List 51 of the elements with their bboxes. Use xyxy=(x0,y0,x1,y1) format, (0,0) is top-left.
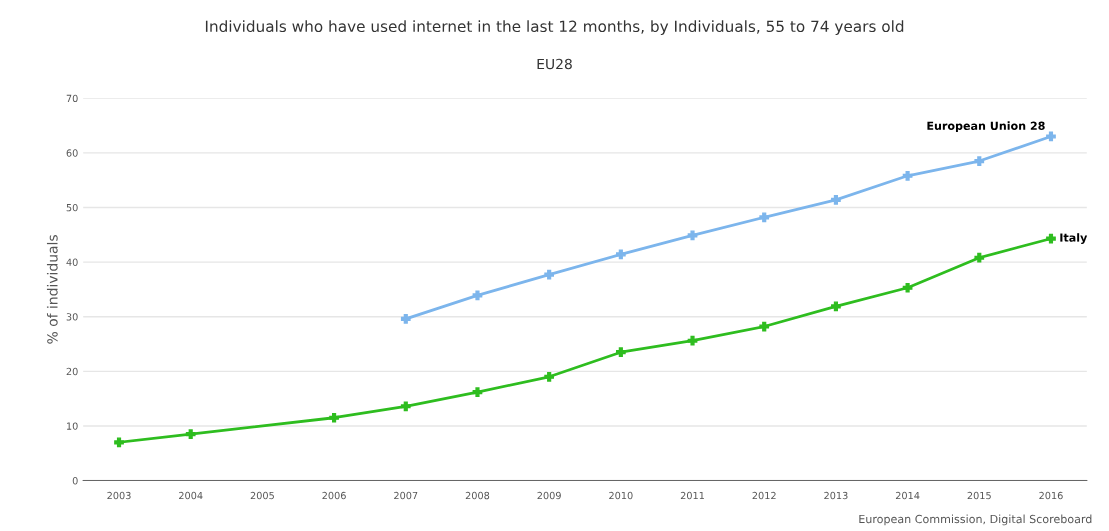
point xyxy=(902,170,913,181)
series-label: European Union 28 xyxy=(927,121,1045,133)
x-tick-label: 2005 xyxy=(250,491,274,500)
x-tick-label: 2007 xyxy=(394,491,418,500)
point xyxy=(687,230,698,241)
point xyxy=(400,314,411,324)
x-tick-label: 2012 xyxy=(752,491,776,500)
point xyxy=(544,371,555,382)
point xyxy=(759,321,770,332)
y-tick-label: 30 xyxy=(66,313,78,321)
x-tick-label: 2006 xyxy=(322,491,346,500)
text: European Commission, Digital Scoreboard xyxy=(859,514,1092,526)
point xyxy=(615,249,626,260)
y-tick-label: 70 xyxy=(66,94,78,103)
point xyxy=(544,269,555,280)
point xyxy=(400,401,411,412)
point xyxy=(329,412,339,423)
x-tick-label: 2013 xyxy=(824,491,848,500)
point xyxy=(831,194,841,205)
y-tick-label: 50 xyxy=(66,203,78,212)
x-tick-label: 2008 xyxy=(465,491,490,500)
x-tick-label: 2009 xyxy=(537,491,561,500)
point xyxy=(759,212,770,223)
chart-title: Individuals who have used internet in the last 12 months, by Individuals, 55 to 74 years old xyxy=(205,20,904,36)
point xyxy=(1046,131,1056,142)
chart-subtitle: EU28 xyxy=(537,58,572,70)
x-tick-label: 2004 xyxy=(179,491,203,500)
point xyxy=(472,290,483,301)
x-tick-label: 2014 xyxy=(895,491,920,500)
point xyxy=(687,335,698,346)
y-tick-label: 40 xyxy=(66,258,78,266)
y-axis-title: % of individuals xyxy=(46,235,58,344)
point xyxy=(114,437,124,448)
x-tick-label: 2011 xyxy=(680,491,704,500)
y-tick-label: 20 xyxy=(66,367,78,376)
point xyxy=(185,429,196,439)
x-tick-label: 2015 xyxy=(967,491,991,500)
point xyxy=(472,387,483,397)
point xyxy=(974,156,985,166)
y-tick-label: 0 xyxy=(72,477,78,485)
point xyxy=(974,252,985,263)
y-tick-label: 10 xyxy=(67,422,78,430)
point xyxy=(902,282,913,293)
point xyxy=(615,347,626,358)
x-tick-label: 2016 xyxy=(1039,491,1063,500)
y-tick-label: 60 xyxy=(66,149,78,157)
series-label: Italy xyxy=(1060,233,1088,245)
x-tick-label: 2003 xyxy=(107,491,131,500)
x-tick-label: 2010 xyxy=(609,491,633,500)
point xyxy=(831,301,841,312)
point xyxy=(1046,233,1056,244)
